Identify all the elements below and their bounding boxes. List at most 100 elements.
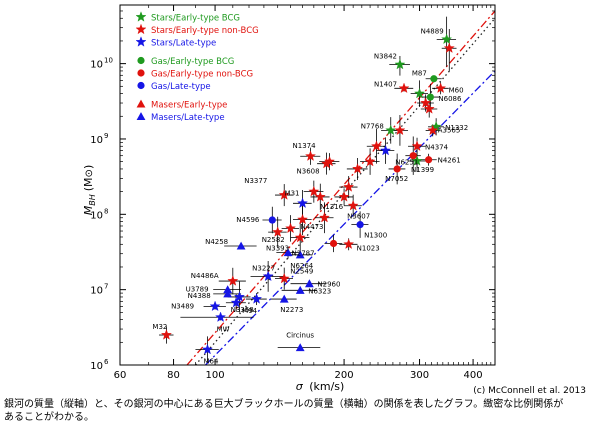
legend-label: Stars/Early-type BCG [151, 14, 240, 24]
point-label: N6251 [395, 159, 418, 167]
y-tick-exponent: 8 [104, 207, 108, 215]
legend-marker [137, 69, 145, 77]
point-label: M31 [285, 189, 300, 197]
y-axis-label-sub: BH [88, 194, 97, 206]
point-label: M60 [449, 86, 464, 94]
x-tick-label: 100 [206, 370, 225, 381]
y-tick-exponent: 6 [104, 358, 109, 366]
point-label: N3489 [171, 302, 194, 310]
point-label: N4388 [188, 292, 211, 300]
point-label: N3393 [266, 245, 289, 253]
point-label: N3842 [374, 53, 397, 61]
data-point [308, 185, 320, 197]
point-label: N1374 [293, 142, 317, 150]
data-point [160, 329, 172, 340]
point-label: N3608 [297, 168, 320, 176]
x-axis-label-symbol: σ [296, 380, 304, 393]
data-point [441, 33, 453, 45]
data-point [297, 213, 309, 225]
y-tick-label: 10 [90, 210, 103, 221]
data-point [414, 87, 426, 99]
caption: 銀河の質量（縦軸）と、その銀河の中心にある巨大ブラックホールの質量（横軸）の関係… [4, 399, 564, 423]
data-point [305, 150, 317, 161]
data-point [411, 155, 423, 166]
legend-marker [137, 81, 145, 90]
point-label: N2273 [280, 306, 303, 314]
point-label: N6264 [290, 262, 314, 270]
y-axis-label-unit-end: ) [82, 165, 95, 169]
data-point [314, 191, 326, 202]
data-point [223, 285, 233, 294]
legend-marker [135, 23, 147, 35]
data-point [227, 275, 239, 286]
data-point [251, 293, 263, 304]
y-axis-label-main: M [82, 205, 95, 215]
legend-label: Gas/Early-type BCG [151, 57, 234, 67]
legend-marker [136, 112, 146, 121]
point-label: N1023 [357, 244, 380, 252]
data-point [209, 300, 221, 312]
data-point [398, 82, 410, 94]
data-point [385, 124, 397, 136]
data-point [230, 296, 242, 308]
point-label: N1300 [364, 232, 387, 240]
point-label: A3565 [438, 126, 461, 134]
point-label: N2787 [292, 249, 315, 257]
data-point [201, 343, 213, 355]
point-label: N3607 [347, 213, 370, 221]
x-axis-label: σ (km/s) [296, 380, 345, 393]
legend-marker [135, 36, 147, 47]
x-tick-label: 200 [335, 370, 354, 381]
legend-label: Masers/Early-type [151, 101, 227, 111]
data-point [297, 197, 309, 208]
point-label: M64 [203, 358, 218, 366]
point-label: N2549 [290, 268, 313, 276]
y-axis-label: MBH (M⊙) [82, 165, 97, 216]
y-axis-label-unit: (M [82, 177, 95, 191]
legend-label: Stars/Late-type [151, 39, 216, 49]
point-label: N4258 [205, 238, 228, 246]
point-label: N7768 [361, 122, 384, 130]
point-label: N2582 [262, 236, 285, 244]
fit-lines [186, 10, 495, 365]
data-point [278, 189, 290, 200]
data-point [294, 231, 306, 243]
data-point [427, 124, 439, 136]
point-label: N1399 [411, 166, 434, 174]
plot-frame [119, 4, 496, 366]
fit-line-0 [186, 10, 495, 365]
data-point [423, 103, 435, 114]
y-tick-exponent: 9 [104, 132, 108, 140]
x-tick-label: 60 [114, 370, 127, 381]
y-tick-label: 10 [90, 286, 103, 297]
data-point [393, 165, 401, 173]
data-point [430, 75, 438, 83]
data-point [215, 311, 227, 322]
legend: Stars/Early-type BCG Stars/Early-type non… [135, 11, 259, 123]
data-point [283, 248, 293, 257]
data-point [304, 279, 314, 288]
data-point [318, 211, 330, 223]
data-point [295, 343, 305, 352]
y-tick-exponent: 7 [104, 283, 108, 291]
data-point [425, 156, 433, 164]
y-axis-label-sun: ⊙ [84, 169, 95, 177]
x-tick-label: 80 [167, 370, 180, 381]
point-label: N4374 [425, 143, 449, 151]
data-point [272, 226, 284, 237]
data-point [262, 270, 274, 282]
data-point [380, 144, 392, 156]
data-point [352, 163, 364, 174]
data-point [347, 199, 359, 211]
data-point [338, 191, 350, 202]
point-label: M32 [152, 323, 167, 331]
point-label: N1332 [445, 124, 468, 132]
y-tick-exponent: 10 [104, 57, 113, 65]
point-label: N4486A [191, 272, 219, 280]
data-point [321, 157, 333, 169]
point-label: N6323 [308, 287, 331, 295]
point-label: N4261 [438, 157, 461, 165]
point-label: MW [217, 325, 230, 333]
